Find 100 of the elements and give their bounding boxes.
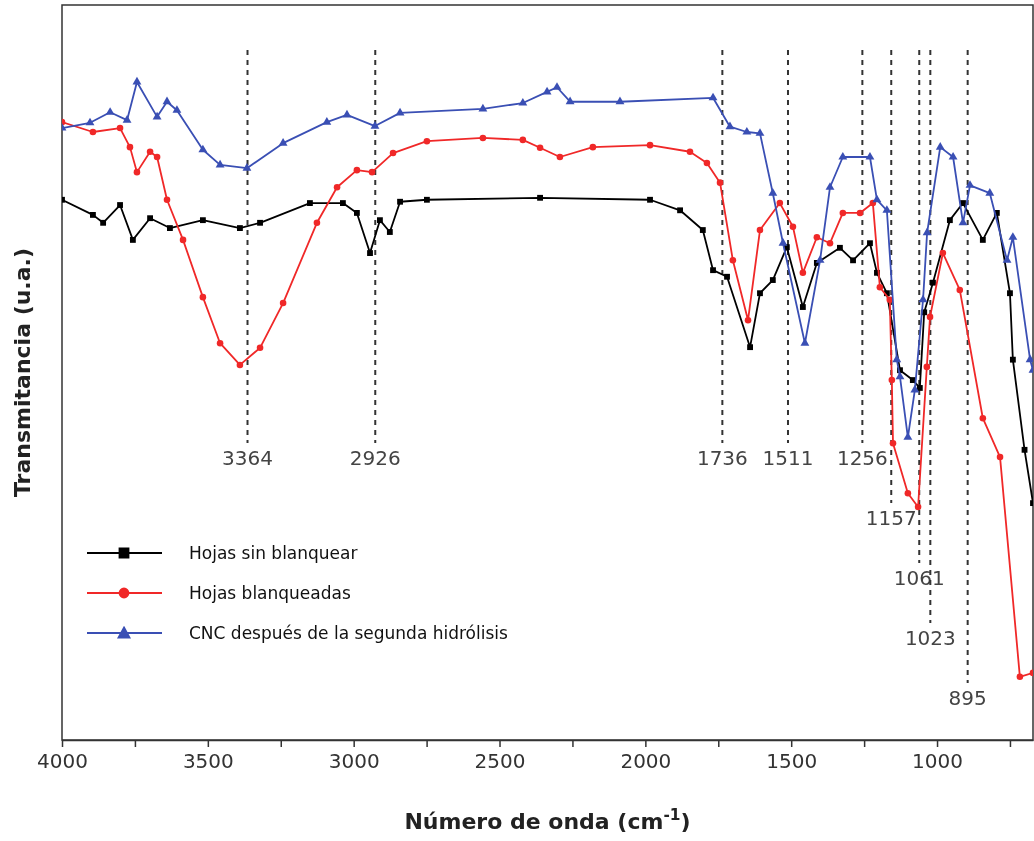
point xyxy=(768,188,778,196)
point xyxy=(747,344,753,351)
point xyxy=(1007,290,1013,297)
point xyxy=(647,196,653,203)
point xyxy=(930,279,936,286)
point xyxy=(757,290,763,297)
point xyxy=(789,223,797,231)
ref-line-label: 1061 xyxy=(893,566,945,590)
point xyxy=(129,237,136,243)
point xyxy=(778,238,788,246)
point xyxy=(923,363,931,371)
point xyxy=(389,149,397,157)
point xyxy=(152,111,162,120)
point xyxy=(423,196,430,203)
point xyxy=(279,299,287,307)
point xyxy=(882,205,892,213)
point xyxy=(237,225,243,231)
y-axis-title: Transmitancia (u.a.) xyxy=(10,248,35,497)
point xyxy=(888,376,896,384)
legend-label: Hojas sin blanquear xyxy=(189,542,358,563)
point xyxy=(729,257,737,264)
point xyxy=(716,179,724,186)
point xyxy=(122,115,132,123)
point xyxy=(677,207,683,214)
point xyxy=(946,217,953,224)
point xyxy=(339,200,346,206)
point xyxy=(939,249,947,257)
legend-label: CNC después de la segunda hidrólisis xyxy=(189,622,509,643)
point xyxy=(895,371,905,380)
point xyxy=(996,453,1004,461)
ref-line-label: 1023 xyxy=(904,626,956,650)
point xyxy=(889,439,897,447)
point xyxy=(105,107,115,115)
point xyxy=(1009,356,1016,363)
ref-line-label: 2926 xyxy=(349,446,401,470)
point xyxy=(132,76,142,85)
point xyxy=(423,137,431,145)
point xyxy=(367,250,373,256)
x-tick-label: 3000 xyxy=(328,749,380,773)
point xyxy=(872,194,882,203)
point xyxy=(876,284,884,291)
point xyxy=(856,209,864,217)
point xyxy=(353,210,360,216)
x-axis-title: Número de onda (cm$^{-1}$) xyxy=(404,806,691,834)
point xyxy=(537,194,543,201)
point xyxy=(1025,354,1033,363)
point xyxy=(536,144,544,152)
point xyxy=(479,134,487,142)
point xyxy=(519,136,527,144)
point xyxy=(179,236,187,244)
ref-line-label: 1736 xyxy=(696,446,748,470)
point xyxy=(800,338,810,346)
point xyxy=(163,196,171,204)
point xyxy=(126,143,134,151)
point xyxy=(985,188,995,196)
ref-line-label: 895 xyxy=(948,686,987,710)
point xyxy=(756,226,764,234)
point xyxy=(565,96,575,105)
point xyxy=(589,143,597,151)
point xyxy=(90,211,96,218)
point xyxy=(478,103,488,112)
point xyxy=(1002,255,1012,263)
point xyxy=(377,217,383,224)
ref-line-label: 1157 xyxy=(865,506,917,530)
point xyxy=(199,293,207,301)
point xyxy=(646,141,654,149)
point xyxy=(926,313,934,321)
point xyxy=(257,219,263,226)
point xyxy=(307,200,313,206)
point xyxy=(867,240,873,247)
point xyxy=(199,217,206,224)
point xyxy=(838,151,848,160)
point xyxy=(313,219,321,227)
point xyxy=(333,183,341,191)
point xyxy=(979,237,986,243)
point xyxy=(965,180,975,188)
point xyxy=(215,159,225,168)
point xyxy=(703,159,711,167)
point xyxy=(708,92,718,101)
point xyxy=(918,294,928,303)
point xyxy=(699,227,706,233)
point xyxy=(865,151,875,160)
point xyxy=(935,142,945,150)
point xyxy=(755,128,765,136)
point xyxy=(979,414,987,422)
point xyxy=(914,503,922,511)
point xyxy=(956,286,964,294)
point xyxy=(147,215,153,222)
point xyxy=(686,148,694,156)
point xyxy=(836,244,843,251)
point xyxy=(397,198,403,205)
point xyxy=(552,82,562,90)
point xyxy=(724,273,730,280)
point xyxy=(1016,673,1024,681)
point xyxy=(89,128,97,136)
point xyxy=(1008,232,1018,240)
point xyxy=(368,168,376,176)
point xyxy=(116,124,124,132)
point xyxy=(744,316,752,324)
point xyxy=(769,277,776,283)
